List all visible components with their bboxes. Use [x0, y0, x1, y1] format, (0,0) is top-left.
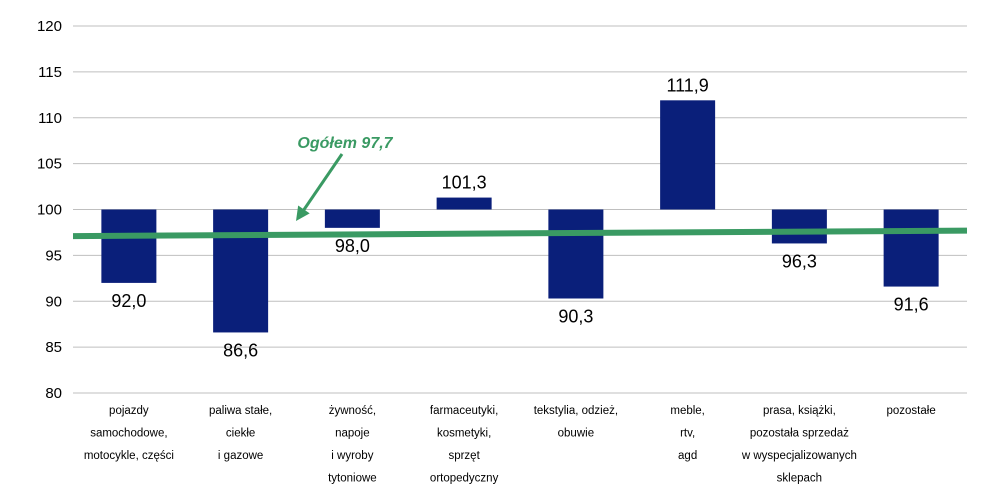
y-tick-label: 100 [37, 202, 62, 219]
arrow-shaft [299, 153, 344, 215]
y-tick-label: 95 [45, 247, 62, 264]
category-label: tekstylia, odzież, [534, 405, 618, 417]
bar [771, 209, 827, 244]
category-label: żywność, [329, 405, 376, 417]
data-labels: 92,0 86,6 98,0 101,3 90,3 111,9 96,3 91,6 [111, 75, 928, 360]
category-label: i wyroby [331, 450, 373, 462]
data-label: 101,3 [442, 173, 487, 193]
bar [324, 209, 380, 228]
category-label: w wyspecjalizowanych [741, 450, 857, 462]
y-tick-label: 85 [45, 339, 62, 356]
bars [101, 100, 939, 333]
category-label: paliwa stałe, [209, 405, 272, 417]
data-label: 92,0 [111, 291, 146, 311]
y-tick-label: 120 [37, 18, 62, 35]
bar [436, 197, 492, 210]
data-label: 111,9 [666, 75, 708, 95]
category-label: sprzęt [448, 450, 480, 462]
category-label: agd [678, 450, 697, 462]
category-label: napoje [335, 428, 370, 440]
category-label: motocykle, części [84, 450, 174, 462]
y-tick-label: 80 [45, 385, 62, 402]
data-label: 86,6 [223, 340, 258, 360]
category-label: sklepach [777, 473, 822, 485]
y-tick-label: 105 [37, 156, 62, 173]
total-line [72, 227, 968, 240]
category-label: obuwie [558, 428, 594, 440]
y-tick-label: 90 [45, 293, 62, 310]
y-tick-label: 110 [38, 110, 62, 127]
category-label: tytoniowe [328, 473, 377, 485]
category-label: pojazdy [109, 405, 149, 417]
category-label: farmaceutyki, [430, 405, 498, 417]
category-label: i gazowe [218, 450, 263, 462]
data-label: 91,6 [894, 295, 929, 315]
y-tick-label: 115 [38, 64, 62, 81]
total-line-group: Ogółem 97,7 [72, 135, 968, 240]
category-label: prasa, książki, [763, 405, 836, 417]
category-label: ortopedyczny [430, 473, 499, 485]
data-label: 98,0 [335, 236, 370, 256]
category-label: kosmetyki, [437, 428, 491, 440]
bar [883, 209, 939, 287]
category-label: meble, [670, 405, 705, 417]
gridlines [73, 25, 967, 394]
arrow-head [296, 205, 310, 221]
bar [213, 209, 269, 333]
total-label: Ogółem 97,7 [297, 135, 393, 152]
bar [660, 100, 716, 210]
bar [548, 209, 604, 299]
category-label: pozostałe [887, 405, 936, 417]
y-axis-ticks: 80 85 90 95 100 105 110 115 120 [37, 18, 62, 402]
data-label: 90,3 [558, 306, 593, 326]
category-labels: pojazdy samochodowe, motocykle, części pali… [84, 405, 936, 485]
category-label: rtv, [680, 428, 695, 440]
bar [101, 209, 157, 283]
category-label: samochodowe, [90, 428, 167, 440]
data-label: 96,3 [782, 251, 817, 271]
category-label: ciekłe [226, 428, 255, 440]
category-label: pozostała sprzedaż [750, 428, 849, 440]
